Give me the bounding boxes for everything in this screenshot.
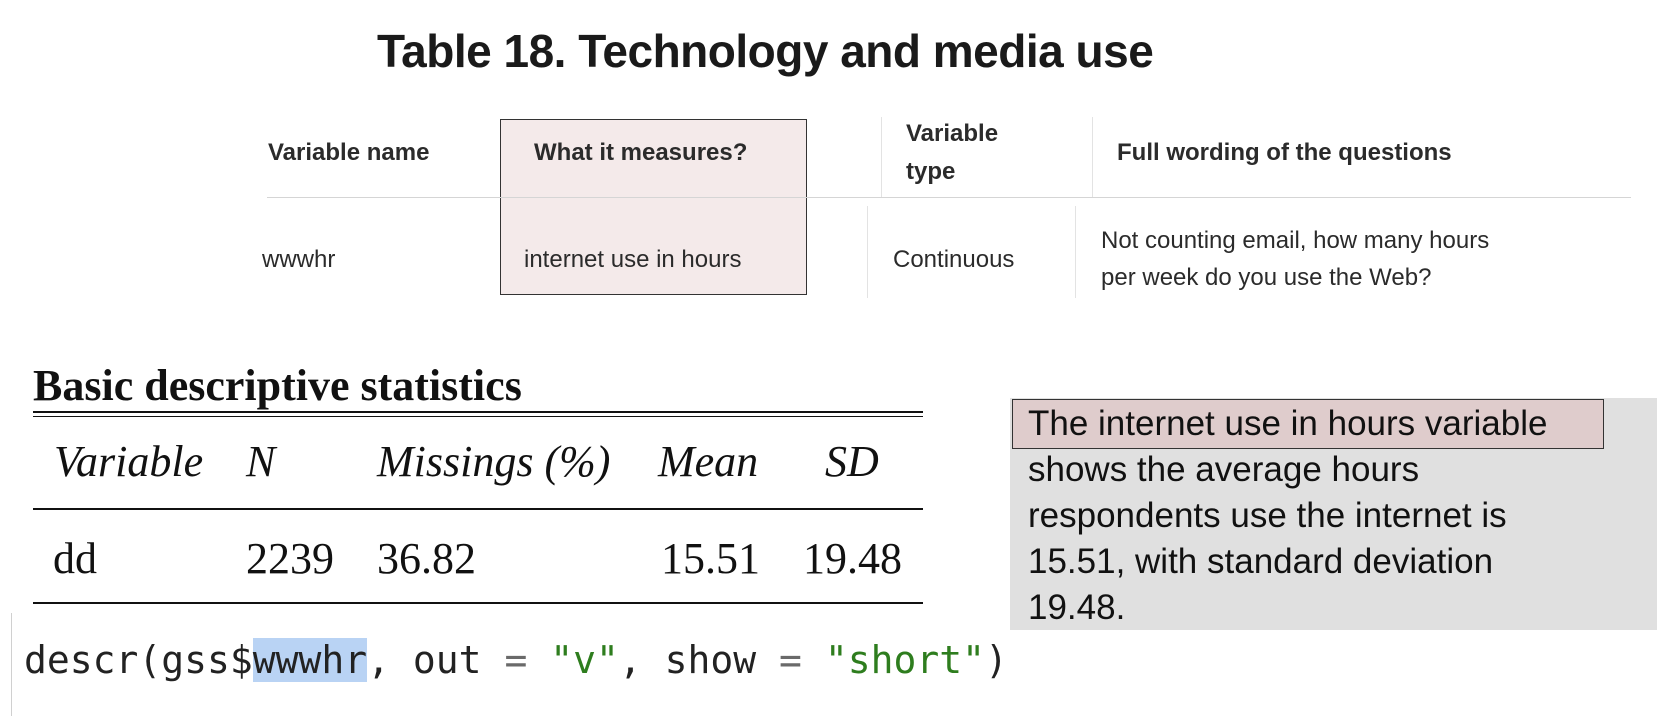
cell-what-it-measures: internet use in hours (524, 246, 742, 273)
note-line: 19.48. (1028, 588, 1126, 627)
stats-title: Basic descriptive statistics (33, 361, 522, 410)
header-what-it-measures: What it measures? (534, 139, 748, 166)
explanation-text: The internet use in hours variable shows… (1028, 401, 1648, 631)
stats-rule-bottom (33, 602, 923, 604)
header-full-wording: Full wording of the questions (1117, 139, 1452, 166)
code-gutter-edge (11, 613, 12, 716)
header-variable-type-line2: type (906, 158, 956, 185)
code-function: descr(gss$ (24, 638, 253, 682)
stats-rule-top-thin (33, 416, 923, 417)
cell-variable-type: Continuous (893, 246, 1015, 273)
code-operator: = (779, 638, 802, 682)
code-arg-show: , show (618, 638, 780, 682)
stats-rule-top (33, 411, 923, 413)
column-divider (1092, 117, 1093, 197)
note-highlight-text: The internet use in hours variable (1028, 404, 1548, 443)
note-highlight-box (1012, 399, 1604, 449)
code-line[interactable]: descr(gss$wwwhr, out = "v", show = "shor… (24, 638, 1008, 682)
column-divider (881, 117, 882, 197)
code-operator: = (504, 638, 528, 682)
stats-header-mean: Mean (658, 437, 759, 486)
code-selection[interactable]: wwwhr (252, 638, 368, 682)
measures-column-highlight (500, 119, 807, 295)
code-space (527, 638, 550, 682)
note-line: shows the average hours (1028, 450, 1420, 489)
header-variable-type-line1: Variable (906, 120, 999, 147)
code-string-short: "short" (824, 638, 985, 682)
code-space (802, 638, 825, 682)
stats-cell-sd: 19.48 (803, 534, 902, 583)
column-divider (1075, 206, 1076, 298)
code-string-v: "v" (550, 638, 619, 682)
stats-rule-mid (33, 508, 923, 510)
code-arg-out: , out (367, 638, 505, 682)
code-close-paren: ) (984, 638, 1008, 682)
table-title: Table 18. Technology and media use (377, 25, 1154, 77)
column-divider (867, 206, 868, 298)
note-line: 15.51, with standard deviation (1028, 542, 1494, 581)
stats-cell-mean: 15.51 (661, 534, 760, 583)
note-line: respondents use the internet is (1028, 496, 1507, 535)
stats-header-variable: Variable (54, 437, 204, 486)
stats-cell-missings: 36.82 (377, 534, 476, 583)
variable-table: Variable name What it measures? Variable… (0, 0, 1672, 310)
cell-wording-line2: per week do you use the Web? (1101, 264, 1432, 291)
stats-cell-n: 2239 (246, 534, 334, 583)
header-divider (267, 197, 1631, 198)
cell-wording-line1: Not counting email, how many hours (1101, 227, 1490, 254)
header-variable-name: Variable name (268, 139, 430, 166)
stats-header-sd: SD (825, 437, 879, 486)
cell-variable-name: wwwhr (262, 246, 336, 273)
stats-header-n: N (246, 437, 276, 486)
stats-header-missings: Missings (%) (377, 437, 611, 486)
stats-cell-variable: dd (53, 534, 97, 583)
